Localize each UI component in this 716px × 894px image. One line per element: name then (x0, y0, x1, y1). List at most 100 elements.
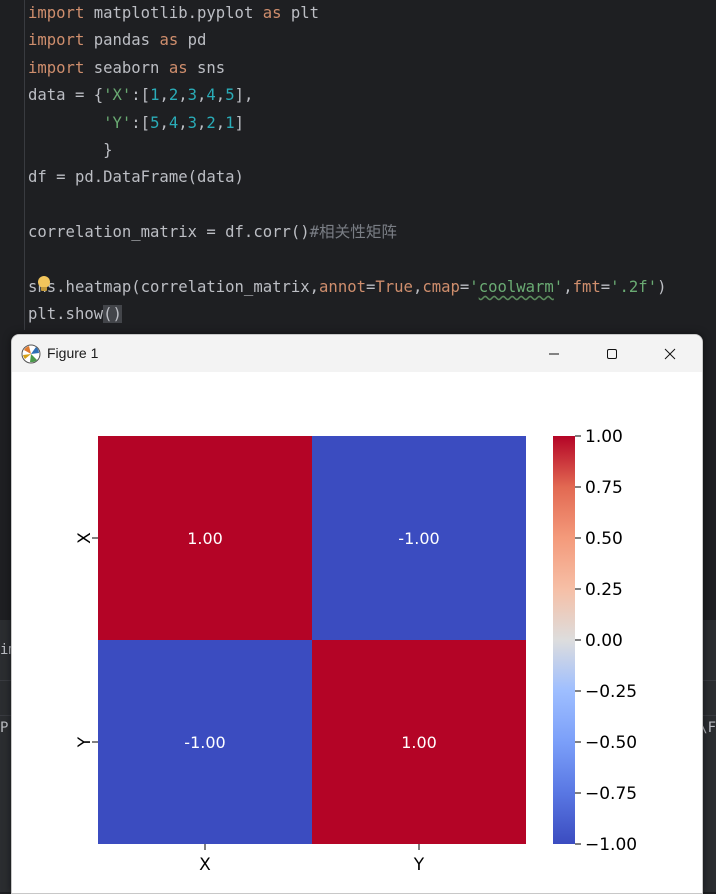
x-tick-label: Y (413, 855, 425, 875)
heatmap-cell-y-y (312, 640, 526, 844)
code-token: , (563, 277, 573, 296)
code-token: seaborn (84, 58, 169, 77)
code-token: , (197, 86, 207, 105)
figure-window[interactable]: Figure 1 (11, 334, 703, 894)
heatmap-annotation: -1.00 (398, 529, 439, 548)
code-token: import (28, 4, 85, 22)
code-token: fmt (572, 277, 601, 296)
code-token: sns (187, 58, 226, 77)
code-token: , (178, 86, 188, 105)
code-token: as (262, 4, 282, 22)
code-token: cmap (422, 277, 460, 296)
code-token: import (28, 58, 85, 77)
code-token: , (412, 277, 423, 296)
minimize-button[interactable] (525, 335, 583, 372)
code-token: ], (234, 86, 254, 105)
colorbar-tick-label: −0.25 (585, 682, 637, 702)
code-token: , (159, 113, 169, 132)
code-token: 2 (168, 86, 179, 105)
maximize-button[interactable] (583, 335, 641, 372)
code-line[interactable]: import seaborn as sns (28, 55, 666, 82)
code-token: ' (553, 277, 564, 296)
code-token: 2 (206, 113, 216, 132)
code-token: 'X' (103, 86, 132, 105)
code-token: correlation_matrix = df.corr() (28, 223, 310, 242)
heatmap-cell-y-x (98, 640, 312, 844)
code-token: ] (234, 113, 244, 132)
heatmap-annotation: -1.00 (184, 733, 225, 752)
code-token: = (600, 277, 611, 296)
code-line[interactable]: correlation_matrix = df.corr()#相关性矩阵 (28, 219, 666, 246)
maximize-icon (607, 348, 617, 359)
code-token: , (215, 86, 226, 105)
colorbar-tick-label: −1.00 (585, 835, 637, 855)
code-token: plt.show (28, 305, 104, 324)
close-button[interactable] (641, 335, 699, 372)
colorbar-tick-label: 1.00 (585, 427, 623, 447)
code-line[interactable] (28, 247, 666, 274)
colorbar-tick-label: −0.50 (585, 733, 637, 753)
code-token: ' (469, 277, 479, 296)
code-token: } (28, 140, 113, 159)
code-token: 4 (206, 86, 216, 105)
code-token: #相关性矩阵 (309, 223, 398, 242)
window-title: Figure 1 (47, 345, 99, 361)
code-token: 5 (225, 86, 235, 105)
code-token: 1 (225, 113, 235, 132)
lightbulb-icon[interactable] (38, 276, 50, 291)
code-token: , (215, 113, 226, 132)
code-token: coolwarm (478, 277, 554, 296)
colorbar-tick-label: 0.25 (585, 580, 623, 600)
code-token: as (168, 58, 188, 77)
code-token: annot (319, 277, 366, 296)
code-token: 1 (150, 86, 160, 105)
colorbar-tick-label: 0.75 (585, 478, 623, 498)
colorbar-tick-label: −0.75 (585, 784, 637, 804)
code-token: pd (178, 31, 207, 50)
code-token (28, 114, 103, 132)
code-token: , (178, 113, 188, 132)
code-editor[interactable]: import matplotlib.pyplot as plt import pa… (0, 0, 716, 330)
code-token: df = pd.DataFrame(data) (28, 168, 244, 187)
code-token: matplotlib.pyplot (84, 4, 263, 22)
colorbar (553, 436, 575, 844)
code-line[interactable]: data = {'X':[1,2,3,4,5], (28, 82, 666, 109)
code-token: ) (657, 277, 667, 296)
code-token: plt (281, 4, 320, 22)
code-line[interactable] (28, 192, 666, 219)
code-token: True (375, 277, 413, 296)
close-icon (664, 348, 676, 359)
heatmap-cell-x-y (312, 436, 526, 640)
code-line[interactable]: } (28, 137, 666, 164)
code-token: :[ (131, 113, 151, 132)
code-line[interactable]: plt.show() (28, 301, 666, 328)
code-content[interactable]: import matplotlib.pyplot as plt import pa… (28, 0, 666, 329)
y-tick-label: Y (75, 736, 95, 748)
minimize-icon (549, 353, 559, 354)
window-titlebar[interactable]: Figure 1 (12, 335, 702, 372)
code-token: pandas (84, 31, 160, 50)
code-token: :[ (131, 86, 151, 105)
code-token: as (159, 31, 179, 50)
code-line[interactable]: import pandas as pd (28, 27, 666, 54)
code-line[interactable]: sns.heatmap(correlation_matrix,annot=Tru… (28, 274, 666, 301)
code-token: 3 (187, 86, 198, 105)
colorbar-tick-label: 0.00 (585, 631, 623, 651)
code-line[interactable]: df = pd.DataFrame(data) (28, 164, 666, 191)
code-token: 'Y' (103, 113, 132, 132)
code-token: , (159, 86, 169, 105)
gutter-divider (24, 0, 25, 330)
code-token: 5 (150, 113, 160, 132)
heatmap-annotation: 1.00 (187, 529, 223, 548)
code-token: = (459, 277, 470, 296)
x-tick-label: X (199, 855, 211, 875)
code-token: 4 (168, 113, 179, 132)
panel-text-right: \F (699, 720, 716, 736)
code-line[interactable]: import matplotlib.pyplot as plt (28, 0, 666, 27)
matplotlib-logo-icon (21, 344, 41, 364)
heatmap-chart: 1.00 -1.00 -1.00 1.00 X Y X Y 1.00 0.75 0.50 0.25… (75, 427, 637, 875)
code-token: data = { (28, 86, 104, 105)
figure-canvas[interactable]: 1.00 -1.00 -1.00 1.00 X Y X Y 1.00 0.75 0.50 0.25… (12, 372, 702, 893)
heatmap-annotation: 1.00 (401, 733, 437, 752)
code-line[interactable]: 'Y':[5,4,3,2,1] (28, 110, 666, 137)
